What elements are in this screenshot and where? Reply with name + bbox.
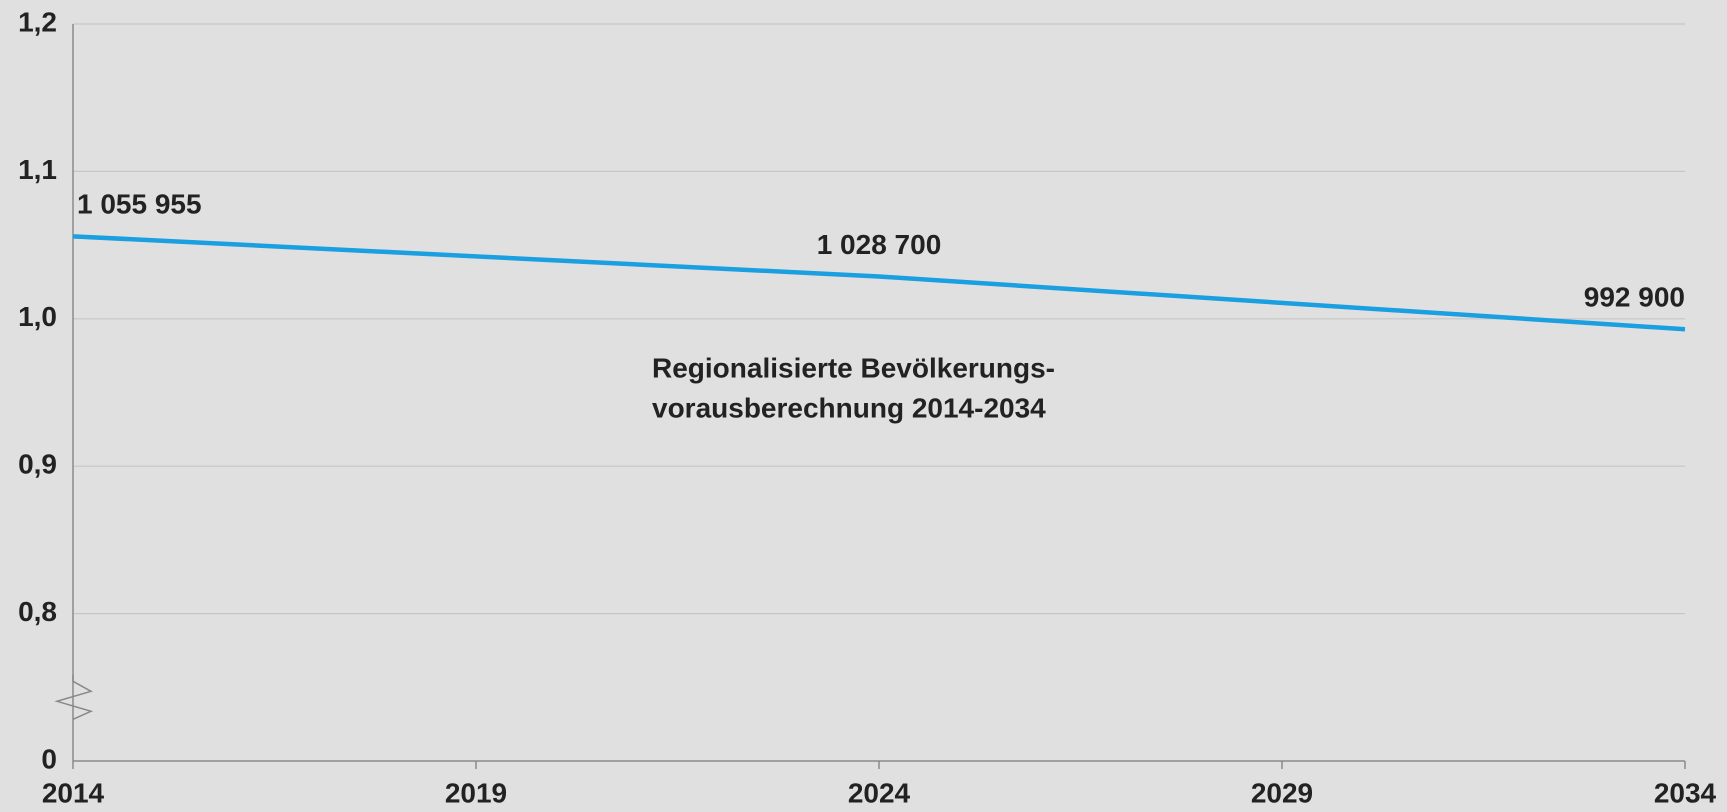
annotation: vorausberechnung 2014-2034 bbox=[652, 392, 1046, 423]
y-tick-label: 0 bbox=[41, 743, 57, 774]
data-label: 1 028 700 bbox=[817, 229, 942, 260]
x-tick-label: 2019 bbox=[445, 777, 507, 808]
y-tick-label: 0,8 bbox=[18, 596, 57, 627]
y-tick-label: 1,0 bbox=[18, 301, 57, 332]
line bbox=[72, 234, 1686, 332]
grid bbox=[73, 23, 1685, 615]
y-tick-label: 1,1 bbox=[18, 154, 57, 185]
x-tick-label: 2034 bbox=[1654, 777, 1717, 808]
x-tick-label: 2024 bbox=[848, 777, 911, 808]
data-label: 992 900 bbox=[1584, 282, 1685, 313]
x-tick-label: 2029 bbox=[1251, 777, 1313, 808]
x-tick-label: 2014 bbox=[42, 777, 105, 808]
annotation: Regionalisierte Bevölkerungs- bbox=[652, 352, 1055, 383]
data-label: 1 055 955 bbox=[77, 189, 202, 220]
axis-break bbox=[54, 675, 94, 720]
y-tick-label: 0,9 bbox=[18, 449, 57, 480]
y-tick-label: 1,2 bbox=[18, 6, 57, 37]
